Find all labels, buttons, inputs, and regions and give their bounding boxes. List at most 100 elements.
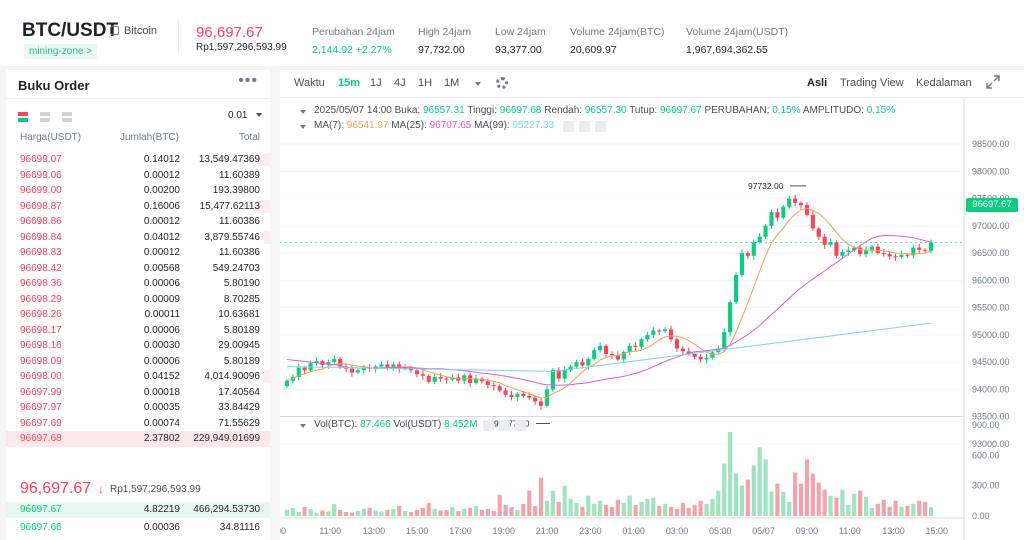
time-tick: 11:00 xyxy=(319,526,341,536)
coin-info-icon[interactable] xyxy=(110,26,119,35)
price-tick: 94500.00 xyxy=(972,357,1010,367)
ask-row[interactable]: 96699.06 0.00012 11.60389 xyxy=(6,168,270,184)
ask-row[interactable]: 96698.42 0.00568 549.24703 xyxy=(6,261,270,277)
zone-tag[interactable]: mining-zone > xyxy=(24,44,98,59)
expand-icon[interactable] xyxy=(986,75,1000,89)
candle-body xyxy=(550,369,555,390)
ask-amount: 0.00012 xyxy=(143,169,180,181)
bid-row[interactable]: 96697.67 4.82219 466,294.53730 xyxy=(6,502,270,518)
ask-total: 29.00945 xyxy=(218,340,260,351)
volume-bar xyxy=(869,507,875,516)
volume-bar xyxy=(290,507,295,516)
ask-row[interactable]: 96699.07 0.14012 13,549.47369 xyxy=(6,152,270,168)
volume-bar xyxy=(609,506,615,516)
legend-collapse-icon[interactable] xyxy=(300,110,306,114)
ask-row[interactable]: 96698.36 0.00006 5.80190 xyxy=(6,276,270,292)
ask-row[interactable]: 96698.29 0.00009 8.70285 xyxy=(6,292,270,308)
volume-bar xyxy=(302,506,307,516)
settings-icon[interactable] xyxy=(579,121,590,132)
vol-usdt: 8.452M xyxy=(444,419,478,430)
candle-body xyxy=(917,247,922,250)
ask-amount: 0.04012 xyxy=(143,231,180,243)
candle-body xyxy=(509,394,514,398)
volume-bar xyxy=(314,512,319,516)
interval-1d[interactable]: 1H xyxy=(418,77,433,89)
eye-icon[interactable] xyxy=(563,121,574,132)
depth-bar xyxy=(264,370,270,383)
ask-price: 96698.36 xyxy=(20,278,62,289)
bid-row[interactable]: 96697.66 0.00036 34.81116 xyxy=(6,520,270,536)
view-depth[interactable]: Kedalaman xyxy=(916,77,972,89)
precision-select[interactable]: 0.01 xyxy=(228,110,248,121)
candle-body xyxy=(739,253,745,275)
ask-row[interactable]: 96698.00 0.04152 4,014.90096 xyxy=(6,369,270,385)
view-tradingview[interactable]: Trading View xyxy=(840,77,904,89)
volume-bar xyxy=(863,496,869,516)
ask-row[interactable]: 96697.68 2.37802 229,949.01699 xyxy=(6,431,270,447)
close-icon[interactable] xyxy=(595,121,606,132)
order-book-title: Buku Order xyxy=(18,78,90,93)
volume-bar xyxy=(769,491,774,516)
ask-row[interactable]: 96698.83 0.00012 11.60386 xyxy=(6,245,270,261)
ask-row[interactable]: 96697.97 0.00035 33.84429 xyxy=(6,400,270,416)
gear-icon[interactable] xyxy=(496,77,508,89)
price-chart[interactable]: 98500.0098000.0097500.0097000.0096500.00… xyxy=(280,98,1024,540)
ask-row[interactable]: 96698.86 0.00012 11.60386 xyxy=(6,214,270,230)
header-divider xyxy=(178,20,179,54)
interval-4h[interactable]: 4J xyxy=(394,77,406,89)
candle-body xyxy=(332,358,337,363)
legend-change-label: PERUBAHAN: xyxy=(704,105,770,116)
ask-row[interactable]: 96699.00 0.00200 193.39800 xyxy=(6,183,270,199)
more-options-icon[interactable]: ••• xyxy=(238,72,258,89)
ask-row[interactable]: 96698.26 0.00011 10.63681 xyxy=(6,307,270,323)
ask-list: 96699.07 0.14012 13,549.47369 96699.06 0.000… xyxy=(6,152,270,447)
volume-bar xyxy=(846,504,851,516)
coin-name[interactable]: Bitcoin xyxy=(124,25,158,37)
ask-row[interactable]: 96697.99 0.00018 17.40564 xyxy=(6,385,270,401)
ask-price: 96699.07 xyxy=(20,154,62,165)
ma-collapse-icon[interactable] xyxy=(300,125,306,129)
interval-time[interactable]: Waktu xyxy=(294,77,325,89)
ask-price: 96698.16 xyxy=(20,340,62,351)
candle-body xyxy=(485,381,490,386)
bid-amount: 0.00036 xyxy=(143,522,180,533)
volume-bar xyxy=(580,506,585,516)
candle-body xyxy=(928,242,934,251)
sell-side-view-icon[interactable] xyxy=(62,112,72,122)
interval-1h[interactable]: 1J xyxy=(370,77,382,89)
volume-bar xyxy=(822,489,827,516)
last-price: 96,697.67 xyxy=(196,24,263,41)
legend-high-label: Tinggi: xyxy=(467,105,497,116)
volume-bar xyxy=(355,510,360,516)
close-icon[interactable] xyxy=(515,420,526,431)
col-header-total: Total xyxy=(238,132,260,143)
volume-bar xyxy=(739,485,745,516)
eye-icon[interactable] xyxy=(483,420,494,431)
ask-price: 96698.84 xyxy=(20,231,62,243)
ask-row[interactable]: 96698.09 0.00006 5.80189 xyxy=(6,354,270,370)
ask-total: 8.70285 xyxy=(223,293,260,305)
volume-bar xyxy=(332,503,337,516)
settings-icon[interactable] xyxy=(499,420,510,431)
both-sides-view-icon[interactable] xyxy=(18,112,28,122)
interval-more-icon[interactable] xyxy=(475,82,481,86)
candle-body xyxy=(810,214,815,229)
ask-row[interactable]: 96698.17 0.00006 5.80189 xyxy=(6,323,270,339)
chevron-down-icon[interactable] xyxy=(256,113,262,117)
ask-row[interactable]: 96697.69 0.00074 71.55629 xyxy=(6,416,270,432)
stat-value: 93,377.00 xyxy=(495,44,542,56)
candle-body xyxy=(757,236,762,243)
ask-row[interactable]: 96698.84 0.04012 3,879.55746 xyxy=(6,230,270,246)
price-tick: 93000.00 xyxy=(972,439,1010,449)
ask-row[interactable]: 96698.87 0.16006 15,477.62113 xyxy=(6,199,270,215)
pair-symbol[interactable]: BTC/USDT xyxy=(22,20,119,41)
ask-row[interactable]: 96698.16 0.00030 29.00945 xyxy=(6,338,270,354)
ask-amount: 2.37802 xyxy=(143,433,180,444)
interval-1mo[interactable]: 1M xyxy=(444,77,460,89)
candle-body xyxy=(787,198,792,207)
interval-15m[interactable]: 15m xyxy=(338,77,361,89)
candle-body xyxy=(556,369,561,379)
view-original[interactable]: Asli xyxy=(807,77,828,89)
volume-collapse-icon[interactable] xyxy=(300,424,306,428)
buy-side-view-icon[interactable] xyxy=(40,112,50,122)
